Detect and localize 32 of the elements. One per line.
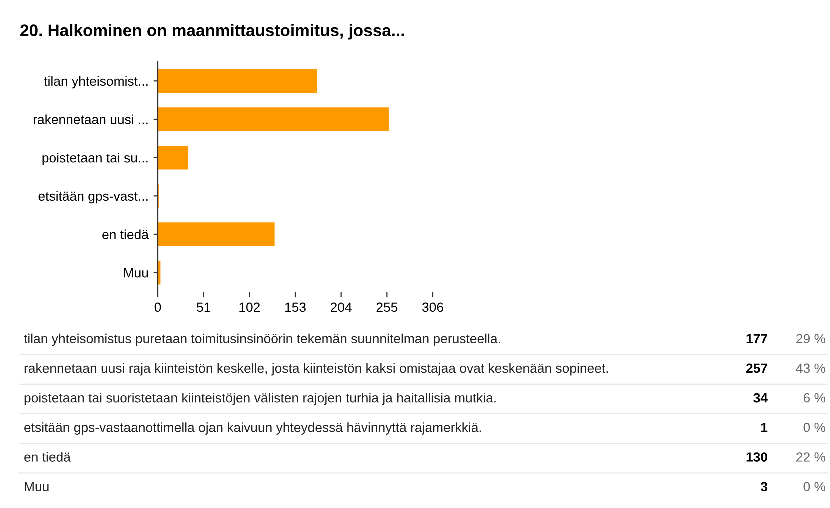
- x-tick-label: 204: [330, 302, 352, 312]
- text: 22 %: [796, 452, 826, 462]
- text: 43 %: [796, 364, 826, 374]
- text: 29 %: [796, 334, 826, 344]
- text: en tiedä: [24, 452, 71, 462]
- x-tick-label: 153: [286, 302, 306, 312]
- x-tick-label: 102: [240, 302, 260, 312]
- x-tick-label: 255: [376, 302, 398, 312]
- text: 257: [746, 364, 768, 374]
- y-tick-label: en tiedä: [102, 230, 149, 240]
- text: 0 %: [804, 423, 826, 432]
- text: rakennetaan uusi raja kiinteistön keskelle, josta kiinteistön kaksi omistajaa ovat keskenään sopineet.: [24, 363, 608, 376]
- x-tick-label: 306: [422, 302, 444, 312]
- text: Muu: [25, 482, 49, 492]
- text: 1: [761, 423, 768, 432]
- text: 6 %: [804, 393, 826, 403]
- text: poistetaan tai suoristetaan kiinteistöjen välisten rajojen turhia ja haitallisia mutkia.: [24, 393, 496, 406]
- text: 130: [746, 452, 768, 462]
- y-tick-label: poistetaan tai su...: [42, 153, 148, 166]
- chart-title: 20. Halkominen on maanmittaustoimitus, jossa...: [20, 24, 404, 40]
- y-tick-label: Muu: [124, 268, 148, 278]
- text: 34: [754, 393, 768, 403]
- text: 0 %: [804, 482, 826, 492]
- y-tick-label: rakennetaan uusi ...: [34, 114, 148, 124]
- y-tick-label: tilan yhteisomist...: [44, 76, 148, 89]
- text: tilan yhteisomistus puretaan toimitusinsinöörin tekemän suunnitelman perusteella.: [24, 334, 500, 346]
- x-tick-label: 51: [197, 302, 211, 312]
- y-tick-label: etsitään gps-vast...: [38, 191, 148, 204]
- text: 177: [746, 334, 768, 344]
- x-tick-label: 0: [154, 302, 162, 312]
- text: 3: [760, 482, 768, 492]
- text: etsitään gps-vastaanottimella ojan kaivuun yhteydessä hävinnyttä rajamerkkiä.: [24, 422, 482, 435]
